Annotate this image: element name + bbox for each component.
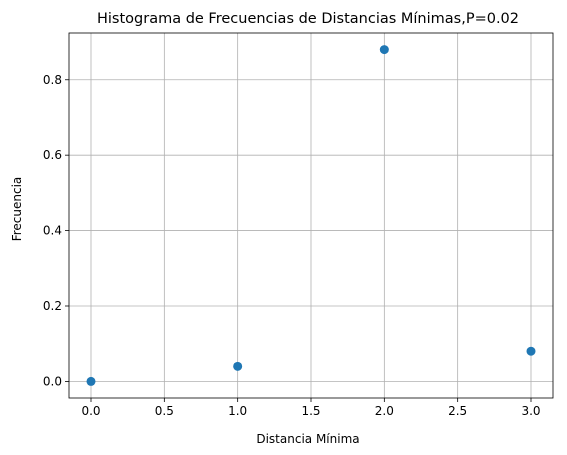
y-tick-label: 0.0 <box>43 374 62 388</box>
x-tick-label: 2.0 <box>375 404 394 418</box>
data-point <box>86 376 96 386</box>
x-tick-label: 0.5 <box>155 404 174 418</box>
y-tick-label: 0.8 <box>43 73 62 87</box>
data-point <box>379 45 389 55</box>
y-tick-label: 0.2 <box>43 299 62 313</box>
x-tick-label: 1.5 <box>301 404 320 418</box>
x-tick-label: 0.0 <box>81 404 100 418</box>
x-axis-label: Distancia Mínima <box>256 432 359 446</box>
data-point <box>233 361 243 371</box>
data-point <box>526 346 536 356</box>
x-tick-label: 2.5 <box>448 404 467 418</box>
x-tick-label: 1.0 <box>228 404 247 418</box>
data-points <box>86 45 536 386</box>
chart-title: Histograma de Frecuencias de Distancias … <box>97 11 519 27</box>
y-tick-label: 0.4 <box>43 224 62 238</box>
x-tick-label: 3.0 <box>521 404 540 418</box>
axis-ticks: 0.0 0.5 1.0 1.5 2.0 2.5 3.0 0.0 0.2 0.4 0.6 0.8 <box>43 73 541 418</box>
y-axis-label: Frecuencia <box>10 177 24 242</box>
grid-lines <box>69 33 553 398</box>
y-tick-label: 0.6 <box>43 148 62 162</box>
